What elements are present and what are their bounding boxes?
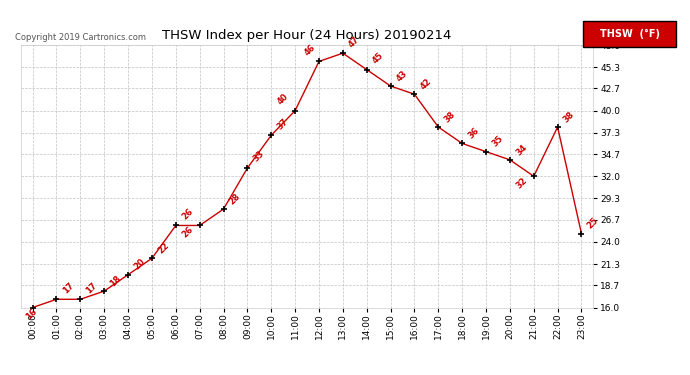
Text: 33: 33 xyxy=(252,149,266,164)
Text: 38: 38 xyxy=(562,110,576,124)
Text: 26: 26 xyxy=(180,207,195,221)
Text: 47: 47 xyxy=(347,34,362,49)
Text: 37: 37 xyxy=(275,117,290,131)
Text: 17: 17 xyxy=(61,280,75,295)
Text: 32: 32 xyxy=(514,176,529,190)
Text: 45: 45 xyxy=(371,51,386,66)
Text: 26: 26 xyxy=(180,225,195,239)
Text: 40: 40 xyxy=(276,92,290,106)
Text: 35: 35 xyxy=(490,134,505,149)
Text: THSW  (°F): THSW (°F) xyxy=(600,29,660,39)
Text: 28: 28 xyxy=(228,192,242,206)
Text: 34: 34 xyxy=(514,142,529,157)
Text: 42: 42 xyxy=(419,77,433,92)
Text: 18: 18 xyxy=(108,274,123,288)
Text: 36: 36 xyxy=(466,126,481,141)
Text: 16: 16 xyxy=(24,307,39,321)
Text: Copyright 2019 Cartronics.com: Copyright 2019 Cartronics.com xyxy=(15,33,146,42)
FancyBboxPatch shape xyxy=(583,21,676,47)
Text: 25: 25 xyxy=(586,216,600,231)
Text: 46: 46 xyxy=(302,43,317,57)
Text: 20: 20 xyxy=(132,257,147,272)
Text: 22: 22 xyxy=(156,241,171,255)
Text: 38: 38 xyxy=(442,110,457,124)
Text: 17: 17 xyxy=(84,280,99,295)
Title: THSW Index per Hour (24 Hours) 20190214: THSW Index per Hour (24 Hours) 20190214 xyxy=(162,30,452,42)
Text: 43: 43 xyxy=(395,69,409,83)
